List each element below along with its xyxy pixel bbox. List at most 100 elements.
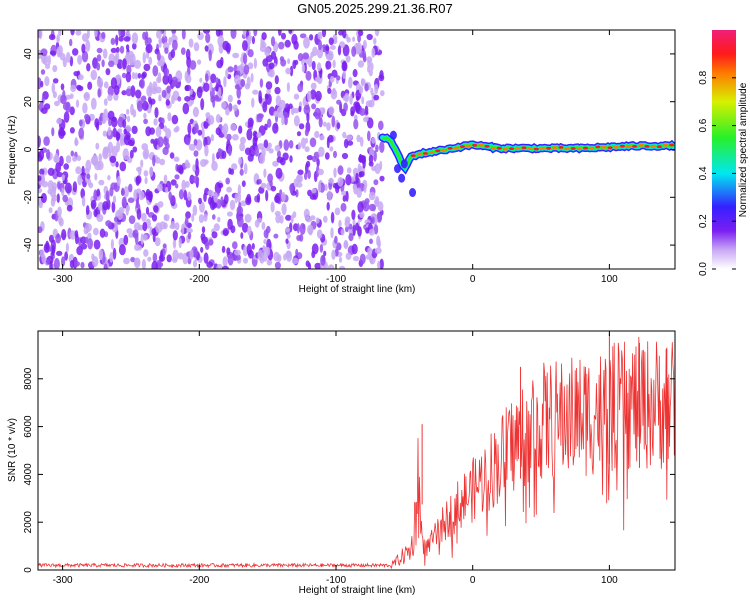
noise-blob — [192, 259, 198, 268]
noise-blob — [117, 211, 123, 221]
noise-blob — [297, 142, 302, 150]
noise-blob — [213, 192, 219, 203]
noise-blob — [310, 89, 317, 100]
noise-blob — [167, 112, 172, 122]
noise-blob — [222, 256, 228, 268]
noise-blob — [247, 49, 254, 58]
noise-blob — [125, 125, 131, 132]
noise-blob — [339, 41, 346, 49]
noise-blob — [358, 86, 364, 94]
noise-blob — [236, 215, 244, 228]
noise-blob — [296, 131, 302, 137]
noise-blob — [265, 81, 273, 90]
noise-blob — [368, 191, 376, 201]
noise-blob — [342, 195, 347, 202]
noise-blob — [334, 207, 341, 216]
noise-blob — [154, 237, 161, 247]
noise-blob — [245, 196, 252, 206]
noise-blob — [214, 77, 219, 84]
noise-blob — [298, 105, 302, 113]
noise-blob — [243, 53, 248, 65]
noise-blob — [86, 173, 91, 180]
noise-blob — [264, 123, 268, 131]
noise-blob — [170, 179, 177, 186]
snr-frame — [37, 330, 676, 571]
noise-blob — [266, 259, 273, 266]
noise-blob — [351, 209, 356, 220]
noise-blob — [58, 127, 65, 139]
noise-blob — [340, 228, 345, 236]
noise-blob — [110, 182, 118, 190]
noise-blob — [130, 256, 136, 263]
noise-blob — [326, 54, 333, 61]
noise-blob — [72, 48, 79, 56]
noise-blob — [319, 135, 325, 141]
noise-blob — [48, 234, 54, 243]
noise-blob — [369, 238, 373, 245]
noise-blob — [58, 214, 62, 225]
noise-blob — [52, 65, 58, 73]
spectrogram-xtick-label: 100 — [601, 274, 618, 285]
noise-blob — [152, 81, 158, 92]
noise-blob — [281, 32, 286, 40]
noise-blob — [39, 168, 45, 176]
signal-peak-cell — [533, 147, 539, 151]
signal-head-blob — [398, 173, 406, 183]
noise-blob — [367, 130, 371, 142]
noise-blob — [239, 168, 244, 176]
noise-blob — [225, 177, 230, 185]
noise-blob — [171, 114, 179, 125]
noise-blob — [232, 104, 238, 112]
noise-blob — [156, 261, 164, 268]
colorbar-tick-label: 0.0 — [698, 262, 709, 276]
noise-blob — [162, 243, 167, 249]
noise-blob — [192, 106, 199, 118]
noise-blob — [373, 179, 379, 186]
noise-blob — [140, 233, 144, 246]
noise-blob — [153, 205, 159, 213]
noise-blob — [128, 232, 134, 238]
noise-blob — [60, 94, 67, 105]
noise-blob — [357, 30, 364, 37]
noise-blob — [217, 182, 224, 188]
signal-peak-cell — [619, 144, 625, 148]
noise-blob — [215, 83, 219, 92]
noise-blob — [265, 189, 269, 202]
noise-blob — [65, 52, 71, 63]
noise-blob — [181, 30, 186, 40]
noise-blob — [269, 180, 273, 187]
noise-blob — [352, 255, 360, 262]
noise-blob — [201, 127, 205, 139]
noise-blob — [70, 84, 77, 92]
noise-blob — [64, 251, 68, 261]
noise-blob — [193, 138, 198, 146]
noise-blob — [61, 229, 67, 241]
noise-blob — [323, 250, 327, 257]
noise-blob — [174, 222, 180, 231]
signal-peak-cell — [546, 146, 552, 150]
noise-blob — [285, 227, 291, 233]
noise-blob — [152, 155, 156, 167]
noise-blob — [287, 58, 291, 65]
noise-blob — [205, 73, 209, 83]
noise-blob — [327, 87, 332, 94]
noise-blob — [218, 87, 222, 99]
noise-blob — [309, 215, 316, 221]
noise-blob — [224, 194, 229, 205]
noise-blob — [111, 145, 118, 158]
noise-blob — [94, 30, 98, 38]
signal-peak-cell — [509, 147, 515, 151]
noise-blob — [122, 58, 127, 70]
noise-blob — [293, 115, 300, 127]
noise-blob — [377, 212, 382, 222]
noise-blob — [290, 214, 294, 224]
noise-blob — [349, 93, 353, 105]
noise-blob — [147, 256, 152, 262]
noise-blob — [238, 157, 242, 166]
noise-blob — [128, 215, 136, 225]
noise-blob — [258, 90, 262, 102]
spectrogram-ytick-label: -40 — [23, 237, 34, 252]
noise-blob — [147, 96, 152, 104]
signal-peak-cell — [595, 145, 601, 149]
noise-blob — [234, 253, 241, 261]
